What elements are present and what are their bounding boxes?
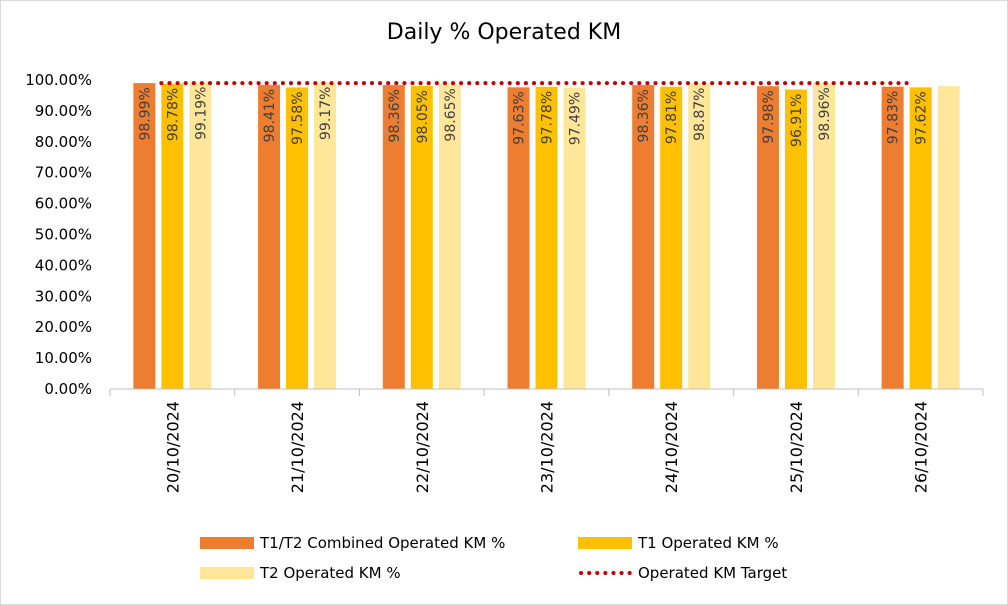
bar <box>133 83 156 389</box>
bar <box>937 86 960 390</box>
y-tick-label: 40.00% <box>35 256 92 274</box>
bar <box>438 84 461 389</box>
x-tick-label: 21/10/2024 <box>288 401 307 493</box>
bar <box>507 87 530 389</box>
x-tick-label: 23/10/2024 <box>538 401 557 493</box>
x-tick-label: 25/10/2024 <box>787 401 806 493</box>
data-label: 97.58% <box>290 91 306 144</box>
y-tick-label: 10.00% <box>35 349 92 367</box>
bar <box>660 86 683 390</box>
bar <box>535 86 558 389</box>
data-label: 97.78% <box>540 91 556 144</box>
y-tick-label: 100.00% <box>25 71 92 89</box>
bar <box>812 83 835 390</box>
data-label: 98.96% <box>817 87 833 140</box>
bar <box>688 83 711 389</box>
data-label: 96.91% <box>789 94 805 147</box>
y-tick-label: 50.00% <box>35 226 92 244</box>
x-tick-label: 24/10/2024 <box>662 401 681 493</box>
chart-title: Daily % Operated KM <box>386 20 622 45</box>
chart-legend: T1/T2 Combined Operated KM % T1 Operated… <box>200 534 840 590</box>
data-label: 97.49% <box>568 92 584 145</box>
data-label: 98.36% <box>387 89 403 142</box>
legend-swatch-target <box>579 571 632 575</box>
legend-swatch-t1 <box>578 537 632 549</box>
data-label: 97.98% <box>761 90 777 143</box>
y-tick-label: 70.00% <box>35 164 92 182</box>
x-tick-label: 26/10/2024 <box>912 401 931 493</box>
legend-item-t1: T1 Operated KM % <box>578 534 779 552</box>
data-label: 98.65% <box>443 88 459 141</box>
y-tick-label: 60.00% <box>35 195 92 213</box>
legend-item-t2: T2 Operated KM % <box>200 564 401 582</box>
legend-label-combined: T1/T2 Combined Operated KM % <box>260 534 506 552</box>
bar <box>784 89 807 390</box>
data-label: 97.62% <box>914 91 930 144</box>
bar <box>909 87 932 390</box>
data-label: 98.87% <box>692 87 708 140</box>
bar <box>286 87 309 390</box>
data-label: 99.19% <box>193 87 209 140</box>
bar <box>881 86 904 390</box>
legend-label-t2: T2 Operated KM % <box>260 564 401 582</box>
data-label: 98.78% <box>165 88 181 141</box>
data-label: 97.83% <box>886 91 902 144</box>
legend-label-target: Operated KM Target <box>638 564 788 582</box>
data-label: 99.17% <box>318 87 334 140</box>
bar <box>382 85 405 389</box>
bar <box>410 86 433 389</box>
bar <box>756 86 779 390</box>
data-label: 97.81% <box>664 91 680 144</box>
data-label: 98.36% <box>636 89 652 142</box>
bar <box>189 82 212 389</box>
bar <box>314 82 337 389</box>
legend-label-t1: T1 Operated KM % <box>638 534 779 552</box>
data-label: 98.99% <box>137 87 153 140</box>
data-label: 97.63% <box>512 91 528 144</box>
y-tick-label: 20.00% <box>35 318 92 336</box>
y-tick-label: 90.00% <box>35 102 92 120</box>
data-label: 98.05% <box>415 90 431 143</box>
bar <box>258 84 281 390</box>
legend-swatch-combined <box>200 537 254 549</box>
bar <box>161 83 184 389</box>
legend-item-target: Operated KM Target <box>578 564 787 582</box>
legend-item-combined: T1/T2 Combined Operated KM % <box>200 534 505 552</box>
x-tick-label: 22/10/2024 <box>413 401 432 493</box>
y-tick-label: 0.00% <box>44 380 92 398</box>
y-tick-label: 30.00% <box>35 287 92 305</box>
y-tick-label: 80.00% <box>35 133 92 151</box>
data-label: 98.41% <box>262 89 278 142</box>
bar <box>563 87 586 390</box>
bar <box>632 85 655 389</box>
legend-swatch-t2 <box>200 567 254 579</box>
x-tick-label: 20/10/2024 <box>163 401 182 493</box>
